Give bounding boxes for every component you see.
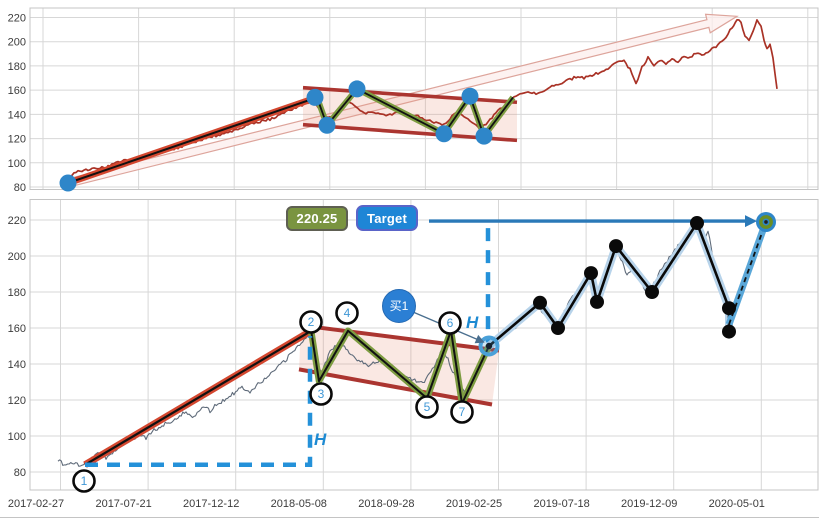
numbered-pivot-circle [72, 469, 96, 493]
numbered-pivot-label: 6 [447, 316, 454, 330]
numbered-pivot-label: 4 [344, 306, 351, 320]
flag-channel-upper-bottom [300, 323, 500, 353]
y-tick-label: 100 [8, 158, 26, 170]
flagpole-trendline-core-bottom [84, 328, 314, 466]
target-label-badge[interactable]: Target [356, 205, 418, 231]
y-tick-label: 80 [14, 182, 26, 194]
y-tick-label: 120 [8, 134, 26, 146]
x-tick-label: 2019-02-25 [446, 498, 502, 510]
numbered-pivot-3: 3 [309, 382, 333, 406]
pivot-dot-top [348, 80, 366, 98]
wave-pivot-dot [645, 285, 659, 299]
pivot-dot-top [59, 174, 77, 192]
numbered-pivot-2: 2 [299, 310, 323, 334]
numbered-pivot-label: 5 [424, 400, 431, 414]
target-price-badge[interactable]: 220.25 [286, 206, 348, 231]
x-tick-label: 2020-05-01 [709, 498, 765, 510]
pivot-dot-top [435, 125, 453, 143]
numbered-pivot-1: 1 [72, 469, 96, 493]
wave-pivot-dot [609, 239, 623, 254]
numbered-pivot-label: 3 [318, 387, 325, 401]
wave-zigzag [488, 221, 731, 347]
flagpole-trendline-core-top [67, 96, 318, 184]
x-tick-label: 2018-05-08 [271, 498, 327, 510]
breakout-projection-arrow-top [66, 13, 739, 188]
y-tick-label: 180 [8, 61, 26, 73]
wave-pivot-dot [722, 324, 736, 339]
x-tick-label: 2019-07-18 [533, 498, 589, 510]
y-tick-label: 140 [8, 109, 26, 121]
y-tick-label: 80 [14, 467, 26, 479]
target-arrow-head [745, 215, 757, 228]
wave-pivot-dot [690, 216, 704, 231]
flagpole-height-label: H [314, 430, 327, 449]
target-marker-center [764, 220, 768, 224]
wave-pivot-dot [722, 301, 736, 316]
numbered-pivot-circle [450, 400, 474, 424]
y-tick-label: 160 [8, 85, 26, 97]
y-tick-label: 120 [8, 395, 26, 407]
x-tick-label: 2017-02-27 [8, 498, 64, 510]
y-tick-label: 100 [8, 431, 26, 443]
pivot-dot-top [318, 116, 336, 134]
wave-pivot-dot [584, 266, 598, 281]
projection-height-label: H [466, 313, 479, 332]
numbered-pivot-circle [335, 301, 359, 325]
numbered-pivot-circle [415, 395, 439, 419]
wave-pivot-dot [551, 321, 565, 335]
x-tick-label: 2019-12-09 [621, 498, 677, 510]
numbered-pivot-label: 7 [459, 405, 466, 419]
flag-channel-upper-top [302, 85, 518, 105]
numbered-pivot-7: 7 [450, 400, 474, 424]
wave-pivot-dot [590, 294, 604, 309]
numbered-pivot-label: 2 [308, 315, 315, 329]
numbered-pivot-4: 4 [335, 301, 359, 325]
y-tick-label: 200 [8, 37, 26, 49]
numbered-pivot-6: 6 [438, 311, 462, 335]
y-tick-label: 180 [8, 287, 26, 299]
height-measure-line [85, 336, 313, 468]
numbered-pivot-circle [309, 382, 333, 406]
buy-marker[interactable]: 买1 [382, 289, 416, 323]
breakout-marker-center [485, 342, 493, 350]
top-panel-border [29, 7, 819, 190]
y-tick-label: 200 [8, 251, 26, 263]
x-tick-label: 2017-12-12 [183, 498, 239, 510]
y-tick-label: 140 [8, 359, 26, 371]
numbered-pivot-label: 1 [81, 474, 88, 488]
y-tick-label: 220 [8, 13, 26, 25]
y-tick-label: 220 [8, 215, 26, 227]
bottom-panel-border [29, 199, 819, 491]
x-tick-label: 2018-09-28 [358, 498, 414, 510]
wave-pivot-dot [533, 295, 547, 310]
y-tick-label: 160 [8, 323, 26, 335]
numbered-pivot-5: 5 [415, 395, 439, 419]
numbered-pivot-circle [438, 311, 462, 335]
numbered-pivot-circle [299, 310, 323, 334]
pivot-dot-top [475, 127, 493, 145]
x-tick-label: 2017-07-21 [95, 498, 151, 510]
bottom-panel-bg [30, 199, 818, 490]
buy-marker-circle [382, 289, 416, 323]
pivot-dot-top [461, 87, 479, 105]
pivot-dot-top [306, 88, 324, 106]
buy-pointer-head [474, 334, 485, 344]
buy-marker-label: 买1 [390, 299, 409, 313]
target-marker-ring [759, 215, 773, 229]
